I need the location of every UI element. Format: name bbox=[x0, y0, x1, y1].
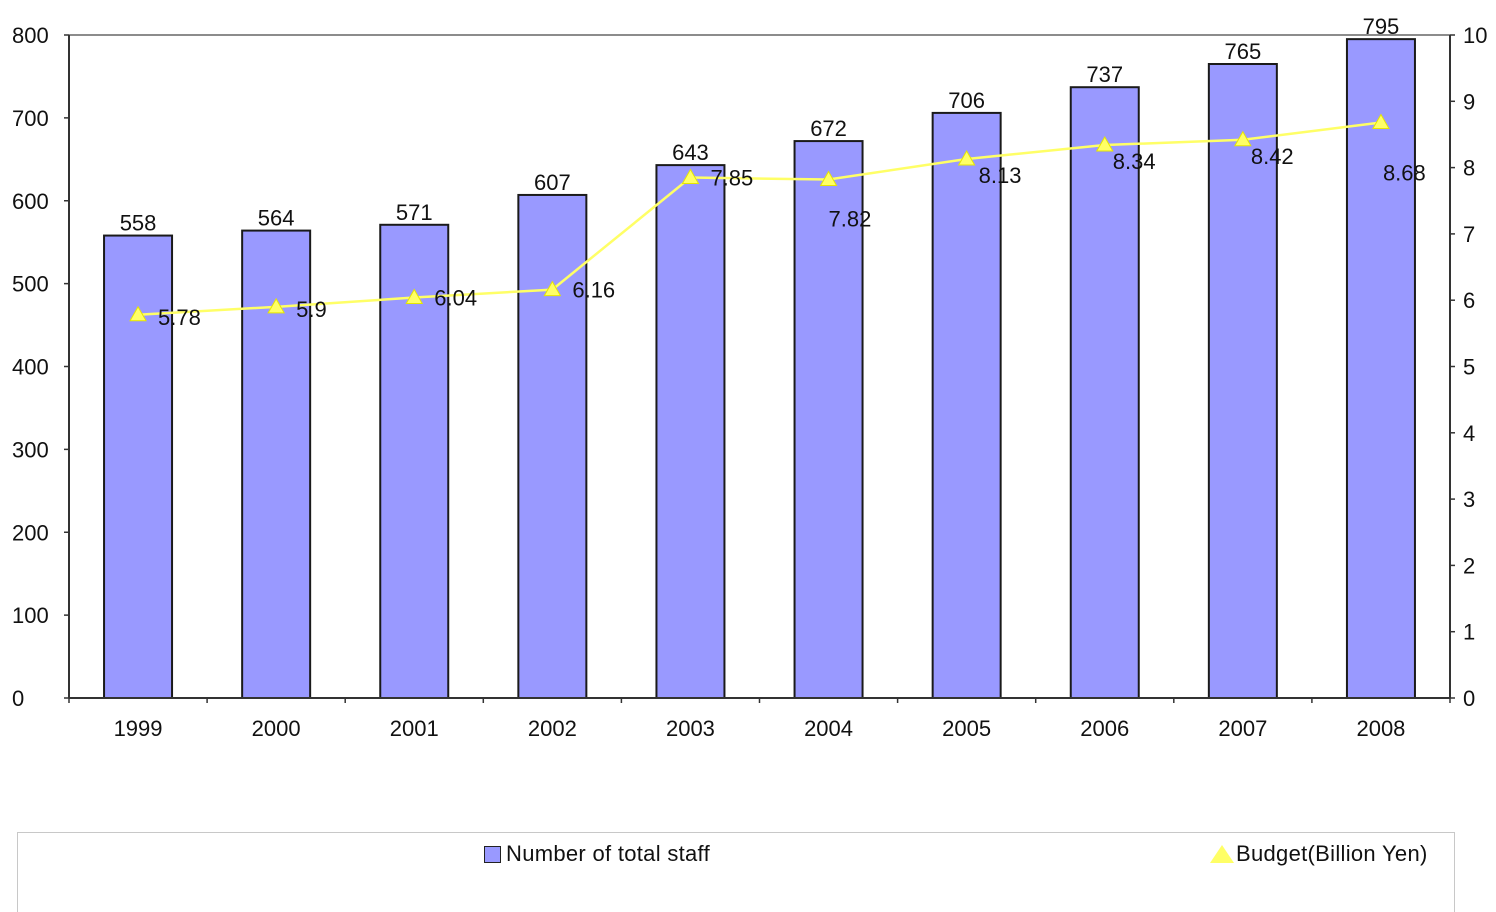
x-tick-label-2000: 2000 bbox=[252, 716, 301, 741]
left-tick-label-400: 400 bbox=[12, 355, 49, 380]
legend-budget-label: Budget(Billion Yen) bbox=[1236, 841, 1428, 866]
axes-layer: 0 100 200 300 400 500 600 700 800 0 1 2 3 4 5 6 7 8 9 10 199… bbox=[12, 23, 1487, 741]
bar-2006 bbox=[1069, 86, 1140, 700]
x-tick-label-2004: 2004 bbox=[804, 716, 853, 741]
bar-value-label-2003: 643 bbox=[672, 140, 709, 165]
budget-marker-1999 bbox=[129, 305, 147, 322]
bar-2008 bbox=[1345, 38, 1416, 700]
budget-value-label-2005: 8.13 bbox=[979, 163, 1022, 188]
bar-value-label-2006: 737 bbox=[1086, 62, 1123, 87]
budget-value-label-2001: 6.04 bbox=[434, 286, 477, 311]
left-tick-label-800: 800 bbox=[12, 23, 49, 48]
right-tick-label-9: 9 bbox=[1463, 89, 1475, 114]
bar-2005 bbox=[931, 111, 1002, 699]
left-tick-label-300: 300 bbox=[12, 437, 49, 462]
x-tick-label-2002: 2002 bbox=[528, 716, 577, 741]
budget-marker-2002 bbox=[543, 280, 562, 297]
bar-2003 bbox=[655, 164, 726, 699]
x-tick-label-2008: 2008 bbox=[1356, 716, 1405, 741]
right-tick-label-8: 8 bbox=[1463, 156, 1475, 181]
left-tick-label-700: 700 bbox=[12, 106, 49, 131]
budget-value-label-2006: 8.34 bbox=[1113, 149, 1156, 174]
budget-value-label-2007: 8.42 bbox=[1251, 144, 1294, 169]
budget-marker-2008 bbox=[1372, 113, 1390, 130]
bars-layer bbox=[103, 38, 1416, 700]
bar-value-label-1999: 558 bbox=[120, 211, 157, 236]
budget-marker-2006 bbox=[1095, 136, 1114, 152]
bar-value-label-2000: 564 bbox=[258, 206, 295, 231]
right-tick-label-7: 7 bbox=[1463, 222, 1475, 247]
x-tick-label-2003: 2003 bbox=[666, 716, 715, 741]
x-tick-label-2005: 2005 bbox=[942, 716, 991, 741]
x-tick-label-2001: 2001 bbox=[390, 716, 439, 741]
right-tick-label-2: 2 bbox=[1463, 553, 1475, 578]
bar-2007 bbox=[1207, 63, 1278, 700]
right-tick-label-0: 0 bbox=[1463, 686, 1475, 711]
budget-value-label-2004: 7.82 bbox=[829, 207, 872, 232]
budget-marker-2003 bbox=[681, 168, 700, 185]
bar-value-label-2008: 795 bbox=[1363, 14, 1400, 39]
data-labels-layer: 558 564 571 607 643 672 706 737 765 795 5.78 5.9 6.0… bbox=[120, 14, 1426, 330]
x-tick-label-1999: 1999 bbox=[114, 716, 163, 741]
legend-item-staff: Number of total staff bbox=[484, 841, 710, 867]
budget-value-label-2008: 8.68 bbox=[1383, 161, 1426, 186]
budget-value-label-2002: 6.16 bbox=[572, 278, 615, 303]
left-tick-label-0: 0 bbox=[12, 686, 24, 711]
budget-line-layer bbox=[129, 113, 1390, 322]
left-tick-label-100: 100 bbox=[12, 603, 49, 628]
legend-triangle-icon bbox=[1210, 845, 1234, 863]
budget-marker-2007 bbox=[1233, 130, 1252, 147]
right-tick-label-1: 1 bbox=[1463, 620, 1475, 645]
legend-item-budget: Budget(Billion Yen) bbox=[1210, 841, 1428, 867]
left-tick-label-600: 600 bbox=[12, 189, 49, 214]
x-tick-label-2006: 2006 bbox=[1080, 716, 1129, 741]
left-tick-label-200: 200 bbox=[12, 520, 49, 545]
legend-staff-label: Number of total staff bbox=[506, 841, 710, 866]
bar-value-label-2005: 706 bbox=[948, 88, 985, 113]
right-tick-label-6: 6 bbox=[1463, 288, 1475, 313]
bar-2002 bbox=[517, 193, 588, 699]
budget-marker-2000 bbox=[267, 297, 286, 314]
right-tick-label-4: 4 bbox=[1463, 421, 1475, 446]
budget-value-label-2000: 5.9 bbox=[296, 297, 327, 322]
combo-chart: 0 100 200 300 400 500 600 700 800 0 1 2 3 4 5 6 7 8 9 10 199… bbox=[12, 14, 1487, 741]
legend-bar-swatch bbox=[484, 845, 501, 863]
left-tick-label-500: 500 bbox=[12, 272, 49, 297]
budget-marker-2005 bbox=[957, 149, 976, 166]
right-tick-label-3: 3 bbox=[1463, 487, 1475, 512]
budget-marker-2004 bbox=[819, 170, 838, 187]
bar-value-label-2001: 571 bbox=[396, 200, 433, 225]
bar-value-label-2002: 607 bbox=[534, 170, 571, 195]
budget-series-line bbox=[137, 121, 1382, 317]
legend: Number of total staff Budget(Billion Yen… bbox=[17, 832, 1455, 912]
budget-marker-2001 bbox=[405, 288, 424, 305]
right-tick-label-5: 5 bbox=[1463, 355, 1475, 380]
budget-value-label-2003: 7.85 bbox=[710, 166, 753, 191]
budget-value-label-1999: 5.78 bbox=[158, 305, 201, 330]
x-tick-label-2007: 2007 bbox=[1218, 716, 1267, 741]
bar-value-label-2007: 765 bbox=[1224, 39, 1261, 64]
bar-value-label-2004: 672 bbox=[810, 116, 847, 141]
right-tick-label-10: 10 bbox=[1463, 23, 1487, 48]
